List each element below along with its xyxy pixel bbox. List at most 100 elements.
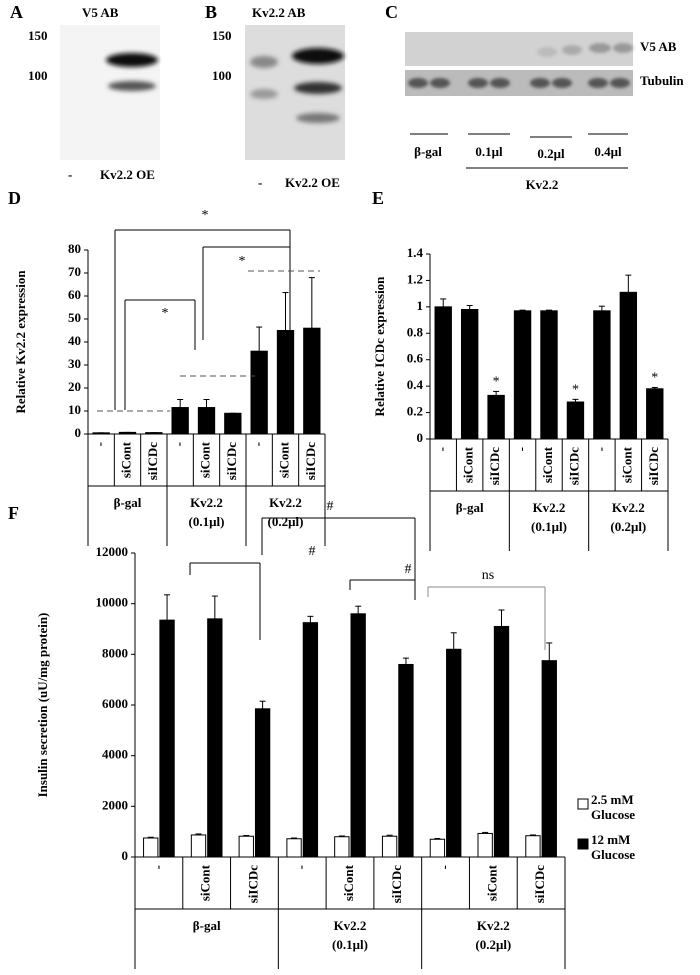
x-tick-label: - <box>593 447 608 451</box>
y-tick-label: 12000 <box>96 544 129 559</box>
x-tick-label: siCont <box>540 446 555 483</box>
group-label: (0.2μl) <box>475 937 511 952</box>
group-label: β-gal <box>114 495 142 510</box>
band <box>294 82 342 94</box>
bar <box>513 310 532 440</box>
lane-label: 0.1μl <box>475 144 503 159</box>
row-label: V5 AB <box>640 39 677 54</box>
annotation: * <box>202 208 209 223</box>
annotation: * <box>239 254 246 269</box>
y-tick-label: 10000 <box>96 595 129 610</box>
marker-label: 100 <box>212 68 232 83</box>
group-label: (0.1μl) <box>332 937 368 952</box>
band <box>562 45 582 55</box>
x-tick-label: siICDc <box>389 865 404 904</box>
y-tick-label: 40 <box>68 333 81 348</box>
bar <box>302 622 319 858</box>
x-tick-label: siCont <box>484 864 499 901</box>
lane-label: - <box>68 167 72 182</box>
bar <box>493 625 510 858</box>
lane-lines <box>410 133 628 169</box>
bar <box>381 835 398 858</box>
y-tick-label: 0 <box>417 430 424 445</box>
bar <box>593 310 611 440</box>
x-tick-label: siCont <box>341 864 356 901</box>
blot-title: V5 AB <box>82 5 119 20</box>
y-tick-label: 4000 <box>102 747 128 762</box>
legend-swatch <box>577 798 589 810</box>
y-tick-label: 0.2 <box>407 404 423 419</box>
y-tick-label: 1.2 <box>407 271 423 286</box>
blot-title: Kv2.2 AB <box>252 5 306 20</box>
panel-label: E <box>372 188 384 208</box>
x-tick-label: - <box>434 447 449 451</box>
band <box>613 43 633 53</box>
y-axis-label: Relative Kv2.2 expression <box>13 270 28 414</box>
y-tick-label: 1 <box>417 298 424 313</box>
lane-label: Kv2.2 OE <box>285 175 340 190</box>
band <box>537 47 557 57</box>
bar <box>190 834 207 858</box>
band <box>292 48 344 64</box>
x-tick-label: siCont <box>118 441 133 478</box>
group-label: β-gal <box>193 918 221 933</box>
group-label: Kv2.2 <box>533 500 566 515</box>
bar <box>566 401 585 440</box>
band <box>108 81 156 91</box>
bar <box>429 838 446 858</box>
annotation: # <box>405 562 412 577</box>
y-tick-label: 80 <box>68 241 81 256</box>
bar <box>460 309 479 440</box>
marker-label: 150 <box>212 28 232 43</box>
bar <box>525 835 541 858</box>
x-tick-label: siICDc <box>646 447 661 486</box>
bar <box>238 835 254 858</box>
bar <box>398 663 414 858</box>
y-tick-label: 0 <box>122 848 129 863</box>
group-label: Kv2.2 <box>612 500 645 515</box>
x-tick-label: siICDc <box>245 865 260 904</box>
y-tick-label: 0.4 <box>407 377 424 392</box>
band <box>296 113 340 123</box>
x-tick-label: siCont <box>619 446 634 483</box>
bar <box>254 708 271 858</box>
bar <box>487 394 505 440</box>
x-tick-label: siCont <box>197 441 212 478</box>
legend-swatch <box>577 838 589 850</box>
x-tick-label: siICDc <box>566 447 581 486</box>
annotation: * <box>651 371 658 386</box>
bar <box>143 837 159 858</box>
x-tick-label: - <box>293 865 308 869</box>
lane-label: 0.2μl <box>537 146 565 161</box>
panel-label: A <box>10 2 23 22</box>
x-tick-label: siICDc <box>224 442 239 481</box>
annotation: * <box>493 375 500 390</box>
bar <box>159 619 175 858</box>
x-tick-label: - <box>92 442 107 446</box>
lane-label: - <box>258 175 262 190</box>
x-tick-label: - <box>171 442 186 446</box>
x-tick-label: - <box>250 442 265 446</box>
marker-label: 150 <box>28 28 48 43</box>
x-tick-label: siCont <box>198 864 213 901</box>
panel-label: B <box>205 2 217 22</box>
bar <box>646 388 664 440</box>
panel-label: F <box>8 503 19 523</box>
bar <box>434 306 452 440</box>
bar <box>286 838 302 858</box>
legend-label: 12 mM Glucose <box>591 832 636 862</box>
bar <box>197 407 216 435</box>
group-label: Kv2.2 <box>190 495 223 510</box>
legend-label: 2.5 mM Glucose <box>591 792 636 822</box>
annotation: * <box>572 383 579 398</box>
group-label: Kv2.2 <box>477 918 510 933</box>
group-label: Kv2.2 <box>334 918 367 933</box>
bar <box>207 618 223 858</box>
annotation: ns <box>482 568 494 583</box>
x-tick-label: siICDc <box>303 442 318 481</box>
x-tick-label: - <box>150 865 165 869</box>
y-axis-label: Relative ICDc expression <box>372 276 387 417</box>
bar <box>224 412 242 435</box>
y-tick-label: 6000 <box>102 696 128 711</box>
